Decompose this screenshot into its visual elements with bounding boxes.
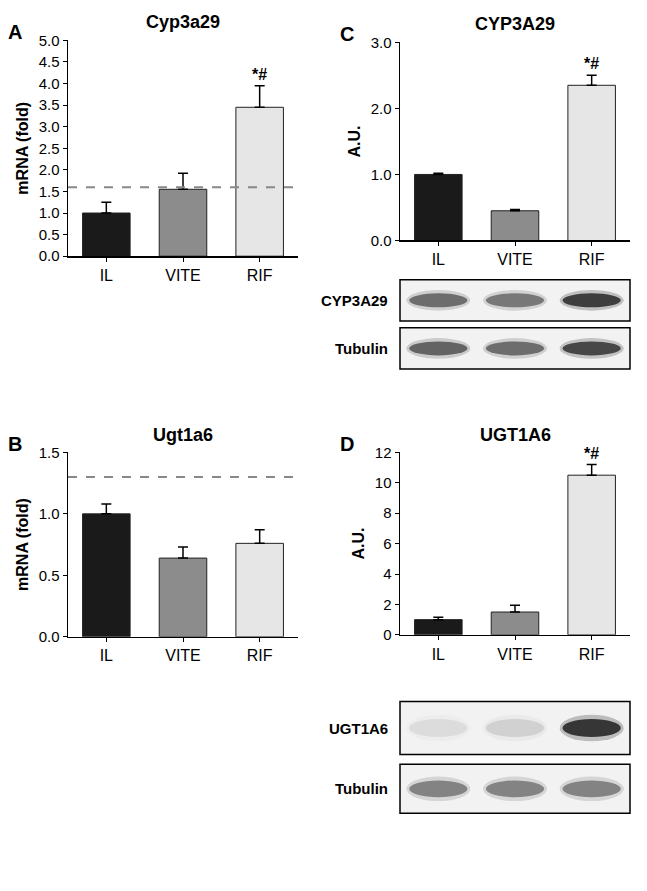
svg-text:UGT1A6: UGT1A6: [480, 425, 551, 445]
svg-text:Tubulin: Tubulin: [335, 780, 388, 797]
svg-text:4: 4: [383, 565, 391, 582]
svg-text:A: A: [8, 21, 22, 43]
svg-text:IL: IL: [100, 267, 113, 284]
svg-text:VITE: VITE: [165, 647, 201, 664]
svg-text:mRNA (fold): mRNA (fold): [14, 498, 31, 591]
svg-text:*#: *#: [584, 445, 599, 462]
svg-text:IL: IL: [432, 646, 445, 663]
svg-text:UGT1A6: UGT1A6: [329, 720, 388, 737]
svg-text:Cyp3a29: Cyp3a29: [146, 12, 220, 32]
svg-text:0.0: 0.0: [39, 247, 60, 264]
svg-text:Ugt1a6: Ugt1a6: [153, 425, 213, 445]
svg-text:10: 10: [375, 474, 392, 491]
svg-text:VITE: VITE: [497, 251, 533, 268]
svg-text:B: B: [8, 433, 22, 455]
svg-text:A.U.: A.U.: [346, 125, 363, 157]
svg-text:D: D: [340, 433, 354, 455]
svg-text:CYP3A29: CYP3A29: [475, 14, 555, 34]
svg-text:CYP3A29: CYP3A29: [321, 292, 388, 309]
svg-text:A.U.: A.U.: [350, 528, 367, 560]
svg-text:1.5: 1.5: [39, 183, 60, 200]
svg-text:0.5: 0.5: [39, 567, 60, 584]
svg-text:0.0: 0.0: [39, 628, 60, 645]
svg-text:*#: *#: [252, 66, 267, 83]
svg-text:12: 12: [375, 444, 392, 461]
svg-text:4.0: 4.0: [39, 75, 60, 92]
svg-text:5.0: 5.0: [39, 32, 60, 49]
svg-text:4.5: 4.5: [39, 53, 60, 70]
svg-text:6: 6: [383, 535, 391, 552]
svg-text:VITE: VITE: [165, 267, 201, 284]
svg-text:2.0: 2.0: [371, 100, 392, 117]
svg-text:8: 8: [383, 504, 391, 521]
svg-text:1.0: 1.0: [39, 505, 60, 522]
svg-text:1.5: 1.5: [39, 444, 60, 461]
svg-text:2: 2: [383, 596, 391, 613]
svg-text:3.5: 3.5: [39, 96, 60, 113]
svg-text:RIF: RIF: [247, 647, 273, 664]
svg-text:mRNA (fold): mRNA (fold): [14, 102, 31, 195]
svg-text:VITE: VITE: [497, 646, 533, 663]
svg-text:C: C: [340, 23, 354, 45]
svg-text:*#: *#: [584, 55, 599, 72]
svg-text:1.0: 1.0: [371, 166, 392, 183]
svg-text:Tubulin: Tubulin: [335, 340, 388, 357]
svg-text:0: 0: [383, 626, 391, 643]
svg-text:2.5: 2.5: [39, 140, 60, 157]
svg-text:3.0: 3.0: [39, 118, 60, 135]
svg-text:1.0: 1.0: [39, 204, 60, 221]
svg-text:RIF: RIF: [579, 646, 605, 663]
svg-text:RIF: RIF: [247, 267, 273, 284]
svg-text:0.5: 0.5: [39, 226, 60, 243]
svg-text:IL: IL: [432, 251, 445, 268]
svg-text:3.0: 3.0: [371, 34, 392, 51]
svg-text:0.0: 0.0: [371, 232, 392, 249]
svg-text:2.0: 2.0: [39, 161, 60, 178]
svg-text:RIF: RIF: [579, 251, 605, 268]
svg-text:IL: IL: [100, 647, 113, 664]
